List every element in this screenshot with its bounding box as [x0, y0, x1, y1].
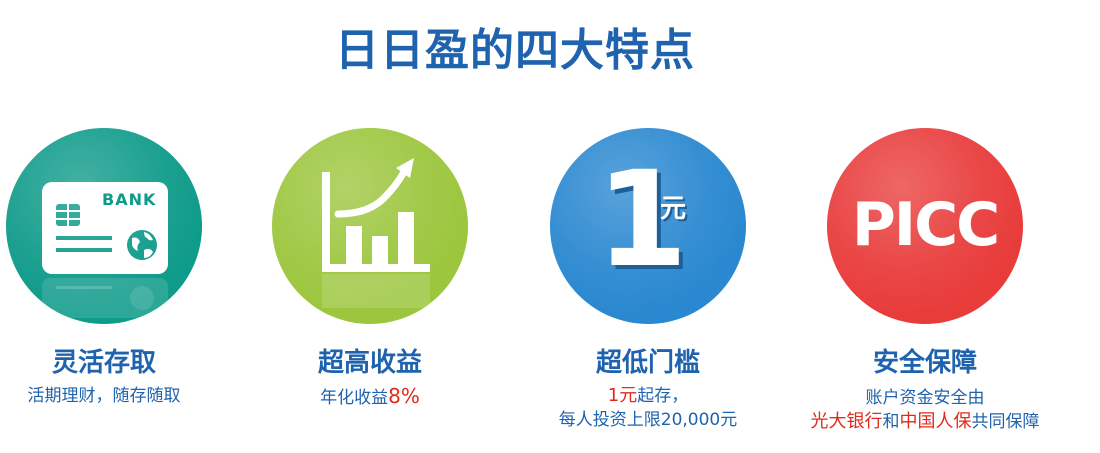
- feature-flexible: BANK 灵活存取 活期理财，随存随取: [0, 0, 234, 453]
- feature-desc-text: 年化收益: [320, 388, 389, 408]
- feature-circle-high-yield: [272, 128, 468, 324]
- feature-title: 超高收益: [317, 348, 422, 378]
- feature-circle-low-threshold: 1 元: [550, 128, 746, 324]
- feature-desc-line2: 光大银行和中国人保共同保障: [780, 410, 1070, 434]
- one-yuan-icon: 1 元: [550, 128, 746, 324]
- feature-desc-line2: 每人投资上限20,000元: [558, 410, 738, 430]
- feature-title: 灵活存取: [51, 348, 156, 378]
- feature-description: 1元起存， 每人投资上限20,000元: [518, 384, 778, 432]
- feature-desc-text: 起存，: [637, 386, 689, 406]
- picc-logo-icon: PICC: [851, 190, 1000, 260]
- feature-desc-highlight: 1元: [607, 385, 638, 406]
- feature-title: 安全保障: [872, 348, 977, 378]
- feature-title: 超低门槛: [595, 348, 700, 378]
- feature-desc-line1: 账户资金安全由: [865, 388, 985, 408]
- page-title: 日日盈的四大特点: [335, 25, 695, 76]
- feature-desc-text: 和: [882, 412, 900, 432]
- big-number-one: 1: [596, 143, 688, 297]
- feature-circle-flexible: BANK: [6, 128, 202, 324]
- rising-chart-icon: [322, 158, 430, 308]
- feature-desc-line1: 1元起存，: [518, 384, 778, 408]
- feature-high-yield: 超高收益 年化收益8%: [240, 0, 500, 453]
- feature-low-threshold: 1 元 超低门槛 1元起存， 每人投资上限20,000元: [518, 0, 778, 453]
- bank-card-text: BANK: [102, 190, 157, 209]
- feature-circle-security: PICC: [827, 128, 1023, 324]
- feature-description: 账户资金安全由 光大银行和中国人保共同保障: [780, 386, 1070, 434]
- feature-desc-text: 共同保障: [971, 412, 1040, 432]
- feature-desc-highlight: 8%: [388, 384, 420, 408]
- yuan-unit: 元: [660, 194, 687, 224]
- feature-desc-text: 活期理财，随存随取: [27, 386, 181, 406]
- feature-description: 活期理财，随存随取: [0, 384, 234, 408]
- feature-desc-highlight: 中国人保: [899, 411, 972, 432]
- bank-card-icon: [42, 182, 168, 318]
- feature-security: PICC 安全保障 账户资金安全由 光大银行和中国人保共同保障: [795, 0, 1055, 453]
- feature-desc-highlight: 光大银行: [810, 411, 883, 432]
- feature-description: 年化收益8%: [240, 384, 500, 410]
